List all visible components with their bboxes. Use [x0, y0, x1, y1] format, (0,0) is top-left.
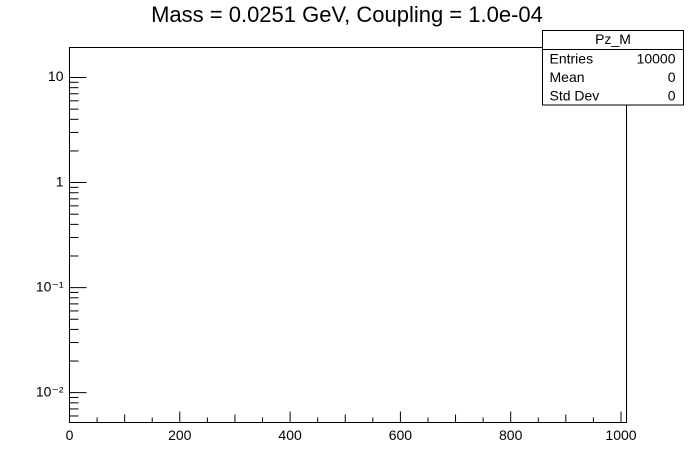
stats-label: Mean: [550, 69, 585, 85]
y-tick-label: 10⁻¹: [36, 278, 64, 294]
x-tick-label: 800: [499, 427, 523, 443]
y-tick-label: 10: [48, 68, 64, 84]
stats-box: [542, 30, 684, 106]
plot-frame: [69, 47, 627, 423]
stats-value: 0: [668, 69, 676, 85]
y-tick-label: 1: [56, 173, 64, 189]
x-tick-label: 600: [389, 427, 413, 443]
x-tick-label: 1000: [605, 427, 636, 443]
x-tick-label: 200: [168, 427, 192, 443]
stats-label: Std Dev: [550, 87, 600, 103]
x-tick-label: 0: [66, 427, 74, 443]
stats-label: Entries: [550, 50, 594, 66]
x-tick-label: 400: [278, 427, 302, 443]
stats-value: 10000: [637, 50, 676, 66]
y-tick-label: 10⁻²: [36, 383, 64, 399]
stats-value: 0: [668, 87, 676, 103]
stats-title: Pz_M: [595, 31, 631, 47]
chart-title: Mass = 0.0251 GeV, Coupling = 1.0e-04: [151, 2, 543, 27]
